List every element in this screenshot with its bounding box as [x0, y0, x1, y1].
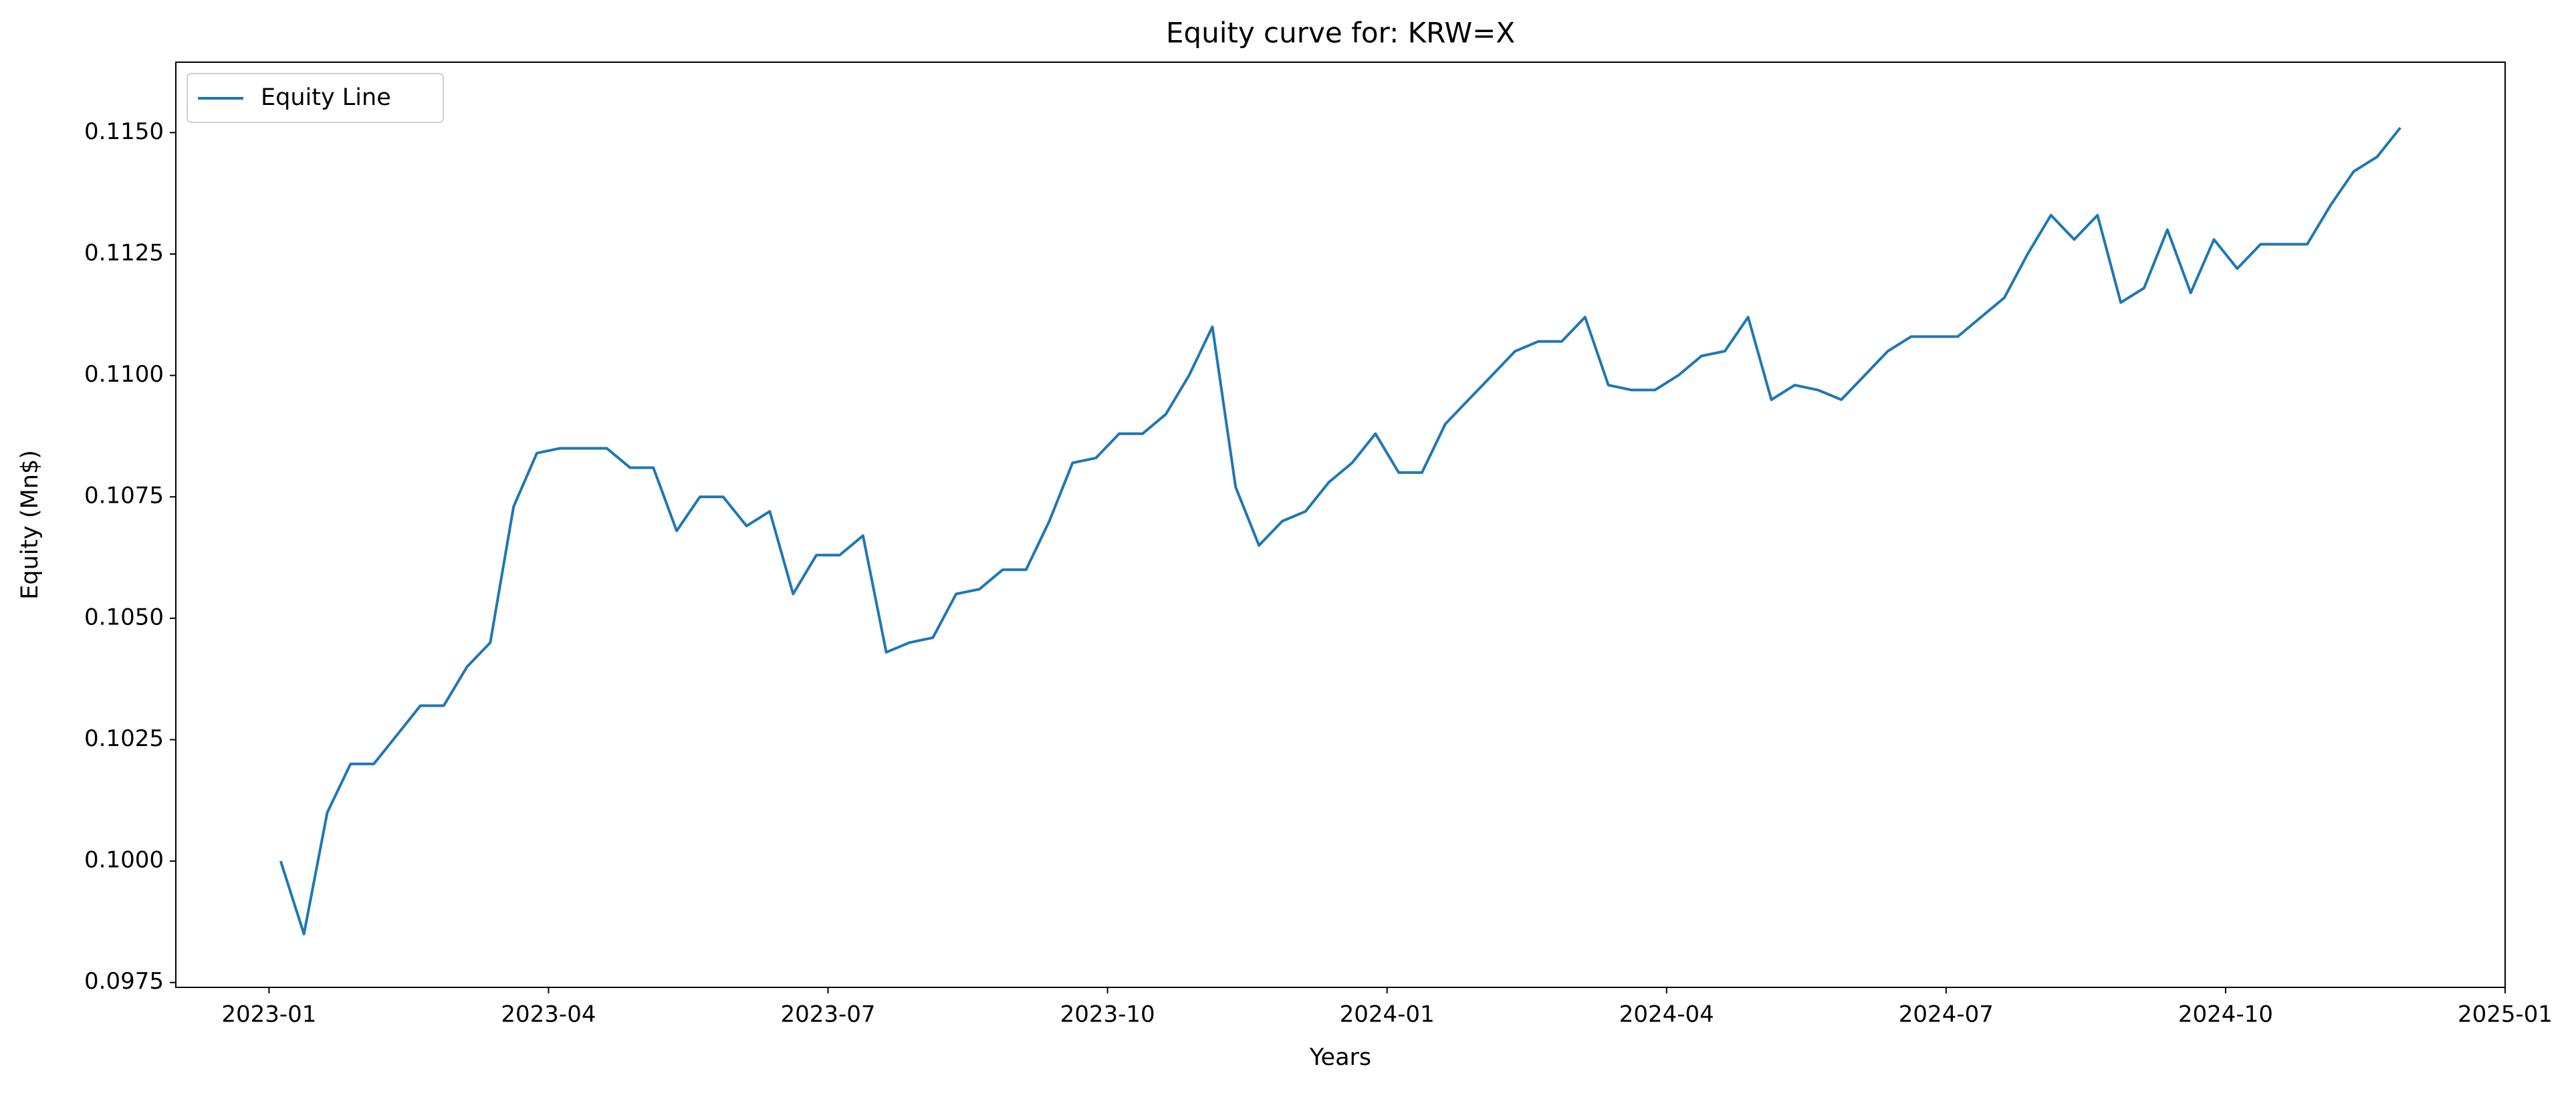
- y-tick-label: 0.1025: [84, 725, 164, 752]
- x-tick-label: 2024-04: [1619, 1001, 1714, 1028]
- x-tick-label: 2024-01: [1340, 1001, 1435, 1028]
- x-tick-label: 2024-07: [1899, 1001, 1994, 1028]
- x-tick-label: 2025-01: [2458, 1001, 2553, 1028]
- y-tick-label: 0.1125: [84, 239, 164, 266]
- x-tick-label: 2023-07: [780, 1001, 875, 1028]
- y-axis-label: Equity (Mn$): [17, 450, 43, 600]
- y-tick-label: 0.1050: [84, 604, 164, 630]
- x-tick-label: 2023-10: [1060, 1001, 1155, 1028]
- legend: Equity Line: [187, 73, 444, 123]
- x-axis-label: Years: [1309, 1044, 1371, 1071]
- legend-label: Equity Line: [261, 84, 391, 111]
- legend-box: [187, 73, 444, 123]
- y-tick-label: 0.1100: [84, 361, 164, 388]
- y-tick-label: 0.0975: [84, 968, 164, 995]
- equity-line: [279, 126, 2402, 936]
- y-tick-label: 0.1150: [84, 118, 164, 145]
- chart-title: Equity curve for: KRW=X: [1166, 17, 1515, 49]
- y-tick-label: 0.1000: [84, 847, 164, 874]
- plot-frame: [175, 62, 2506, 988]
- x-tick-label: 2023-04: [501, 1001, 596, 1028]
- y-tick-label: 0.1075: [84, 483, 164, 509]
- x-tick-label: 2023-01: [221, 1001, 316, 1028]
- x-tick-label: 2024-10: [2178, 1001, 2273, 1028]
